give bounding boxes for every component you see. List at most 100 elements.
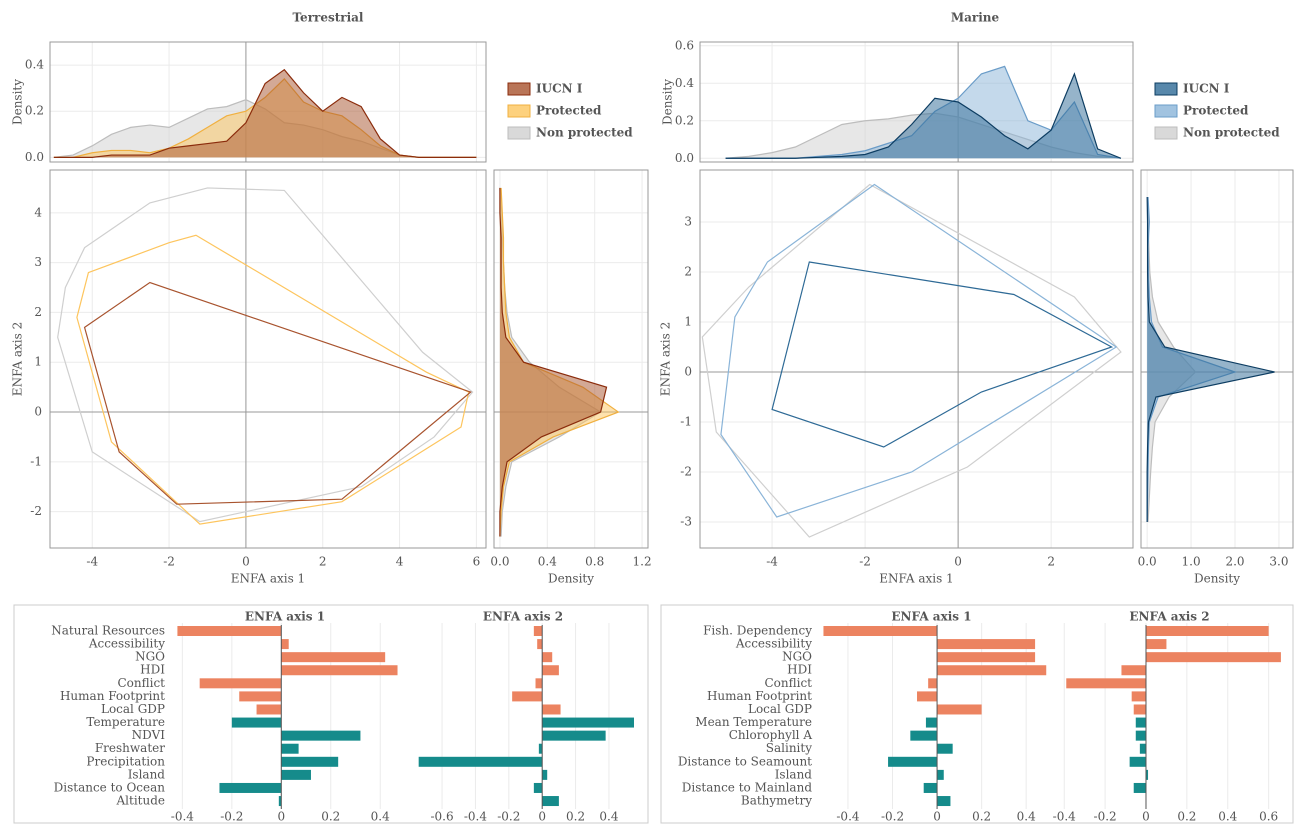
category-label: Salinity	[766, 741, 812, 755]
x-tick-label: 2.0	[1225, 555, 1244, 569]
y-axis-label: Density	[661, 79, 675, 125]
bar	[281, 665, 398, 676]
panel-title: ENFA axis 2	[483, 610, 563, 624]
x-tick-label: 6	[473, 555, 481, 569]
bar	[1066, 678, 1146, 689]
bar	[1135, 717, 1146, 728]
bar	[1129, 756, 1146, 767]
x-tick-label: 0	[242, 555, 250, 569]
density-line	[499, 187, 608, 537]
bar	[937, 796, 951, 807]
x-tick-label: 4	[396, 555, 404, 569]
bar	[1131, 691, 1146, 702]
density-area	[1147, 197, 1275, 522]
category-label: Temperature	[86, 715, 165, 729]
y-tick-label: 2	[684, 265, 692, 279]
x-tick-label: -0.4	[836, 810, 860, 824]
x-tick-label: 0.0	[1138, 555, 1157, 569]
category-label: Mean Temperature	[695, 715, 812, 729]
x-tick-label: 2	[1047, 555, 1055, 569]
x-tick-label: -4	[86, 555, 98, 569]
density-area	[499, 187, 607, 537]
bar	[278, 796, 282, 807]
x-tick-label: 0.4	[1218, 810, 1237, 824]
x-tick-label: -2	[859, 555, 871, 569]
panel-frame	[660, 604, 1294, 824]
legend-label: IUCN I	[1183, 82, 1230, 96]
y-tick-label: 0.0	[25, 150, 44, 164]
y-tick-label: -3	[680, 515, 692, 529]
panel-title: ENFA axis 1	[245, 610, 325, 624]
bar	[542, 769, 548, 780]
bar	[542, 704, 561, 715]
x-tick-label: 0	[538, 810, 546, 824]
x-tick-label: 0.4	[371, 810, 390, 824]
category-label: Accessibility	[88, 637, 165, 651]
plot-frame	[49, 41, 487, 163]
bar	[823, 626, 938, 636]
density-area	[725, 73, 1121, 159]
y-tick-label: -2	[680, 465, 692, 479]
y-tick-label: 0.2	[25, 104, 44, 118]
hull	[701, 183, 1122, 538]
x-tick-label: 3.0	[1269, 555, 1288, 569]
category-label: NGO	[782, 650, 812, 664]
x-tick-label: 0.2	[972, 810, 991, 824]
legend-swatch	[507, 82, 531, 96]
bar	[1145, 626, 1269, 636]
category-label: HDI	[140, 663, 165, 677]
y-tick-label: 0.0	[675, 151, 694, 165]
x-axis-label: Density	[548, 572, 594, 586]
y-tick-label: 0	[34, 405, 42, 419]
density-line	[1146, 196, 1275, 522]
bar	[1145, 639, 1167, 650]
bar	[888, 756, 938, 767]
density-line	[53, 68, 477, 158]
bar	[542, 730, 606, 741]
x-tick-label: 0	[954, 555, 962, 569]
x-tick-label: 0.4	[1017, 810, 1036, 824]
bar	[281, 756, 339, 767]
y-tick-label: 0.4	[675, 76, 694, 90]
category-label: HDI	[787, 663, 812, 677]
y-axis-label: Density	[11, 79, 25, 125]
bar	[917, 691, 938, 702]
bar	[910, 730, 938, 741]
bar	[533, 626, 543, 636]
bar	[928, 678, 938, 689]
bar	[512, 691, 543, 702]
y-tick-label: 3	[684, 215, 692, 229]
y-tick-label: 3	[34, 255, 42, 269]
y-tick-label: -1	[30, 454, 42, 468]
y-axis-label: ENFA axis 2	[659, 322, 673, 396]
legend-label: IUCN I	[536, 82, 583, 96]
x-tick-label: -0.4	[1053, 810, 1077, 824]
bar	[937, 769, 944, 780]
density-area	[499, 187, 619, 537]
bar	[925, 717, 938, 728]
panel-title: Terrestrial	[293, 11, 364, 25]
category-label: Distance to Seamount	[678, 754, 812, 768]
legend-swatch	[507, 104, 531, 118]
legend-label: Protected	[536, 104, 602, 118]
bar	[937, 665, 1047, 676]
plot-frame	[493, 169, 649, 549]
x-tick-label: -0.2	[497, 810, 520, 824]
panel-frame	[13, 604, 649, 824]
plot-frame	[699, 41, 1134, 163]
x-tick-label: 0.2	[1177, 810, 1196, 824]
bar	[281, 769, 311, 780]
legend-swatch	[1154, 126, 1178, 140]
x-tick-label: 0	[933, 810, 941, 824]
x-tick-label: 1.0	[1182, 555, 1201, 569]
category-label: Bathymetry	[741, 794, 812, 808]
bar	[1139, 743, 1146, 754]
hull	[720, 183, 1118, 518]
bar	[281, 652, 386, 663]
category-label: Island	[775, 767, 813, 781]
category-label: Chlorophyll A	[729, 728, 813, 742]
bar	[937, 704, 982, 715]
category-label: Conflict	[117, 676, 165, 690]
bar	[937, 652, 1036, 663]
panel-title: Marine	[951, 11, 1000, 25]
